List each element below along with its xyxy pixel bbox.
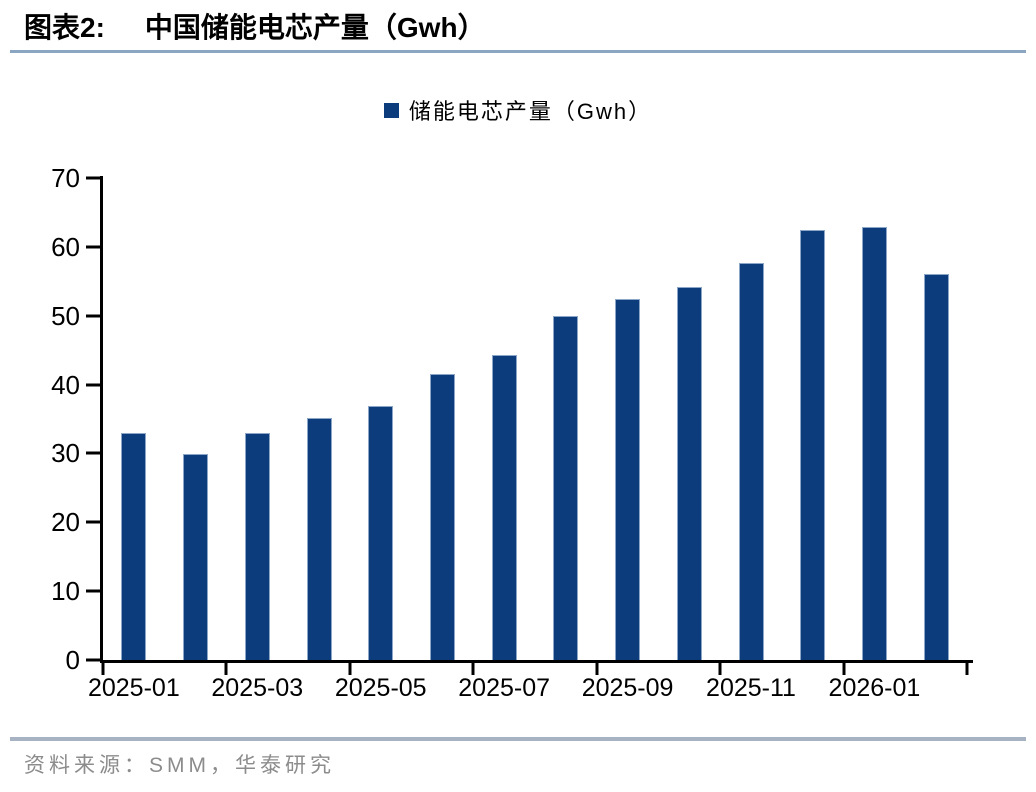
bar-slot bbox=[905, 178, 967, 660]
chart-legend: 储能电芯产量（Gwh） bbox=[0, 94, 1036, 126]
y-tick-mark bbox=[86, 245, 100, 249]
x-tick-mark bbox=[224, 663, 228, 675]
y-tick-label: 40 bbox=[51, 369, 80, 400]
bar-2026-02 bbox=[923, 274, 949, 660]
y-tick-label: 30 bbox=[51, 438, 80, 469]
y-tick-label: 60 bbox=[51, 231, 80, 262]
bar-slot bbox=[473, 178, 535, 660]
y-tick-mark bbox=[86, 658, 100, 662]
x-tick-label: 2025-07 bbox=[458, 674, 551, 702]
x-tick-label: 2025-01 bbox=[87, 674, 180, 702]
y-tick-label: 50 bbox=[51, 300, 80, 331]
y-tick-mark bbox=[86, 589, 100, 593]
source-attribution: 资料来源：SMM，华泰研究 bbox=[24, 754, 335, 777]
bar-slot bbox=[844, 178, 906, 660]
bar-2025-06 bbox=[429, 373, 455, 660]
x-tick-label: 2025-05 bbox=[334, 674, 427, 702]
y-tick-mark bbox=[86, 383, 100, 387]
footer-divider bbox=[10, 737, 1026, 741]
bar-slot bbox=[535, 178, 597, 660]
y-tick-mark bbox=[86, 451, 100, 455]
y-tick-label: 0 bbox=[65, 645, 80, 675]
bars bbox=[103, 178, 967, 660]
bar-slot bbox=[597, 178, 659, 660]
x-tick-label: 2025-09 bbox=[581, 674, 674, 702]
x-tick-mark bbox=[842, 663, 846, 675]
bar-2025-05 bbox=[368, 405, 394, 660]
y-tick-label: 10 bbox=[51, 576, 80, 607]
bar-slot bbox=[350, 178, 412, 660]
x-axis-line bbox=[100, 660, 973, 663]
figure-number: 图表2: bbox=[24, 12, 105, 43]
bar-slot bbox=[288, 178, 350, 660]
y-tick-mark bbox=[86, 314, 100, 318]
y-tick-label: 20 bbox=[51, 507, 80, 538]
plot-area bbox=[86, 176, 973, 675]
y-tick-mark bbox=[86, 520, 100, 524]
y-axis-labels: 0 10 20 30 40 50 60 70 bbox=[0, 165, 80, 673]
x-tick-mark bbox=[965, 663, 969, 675]
bar-2025-11 bbox=[738, 262, 764, 660]
x-tick-mark bbox=[101, 663, 105, 675]
y-tick-label: 70 bbox=[51, 163, 80, 193]
page-title: 图表2: 中国储能电芯产量（Gwh） bbox=[24, 6, 486, 46]
bar-2025-03 bbox=[244, 433, 270, 660]
bar-2025-01 bbox=[121, 433, 147, 660]
bar-2025-04 bbox=[306, 418, 332, 660]
bar-2026-01 bbox=[861, 226, 887, 660]
legend-label: 储能电芯产量（Gwh） bbox=[408, 99, 653, 124]
title-divider bbox=[10, 50, 1026, 53]
bar-slot bbox=[782, 178, 844, 660]
x-tick-label: 2025-03 bbox=[211, 674, 304, 702]
bar-2025-08 bbox=[553, 316, 579, 660]
x-axis-labels: 2025-01 2025-03 2025-05 2025-07 2025-09 2025-… bbox=[88, 673, 967, 707]
bar-slot bbox=[412, 178, 474, 660]
x-tick-mark bbox=[718, 663, 722, 675]
x-tick-label: 2025-11 bbox=[706, 674, 796, 702]
y-tick-mark bbox=[86, 176, 100, 180]
bar-slot bbox=[165, 178, 227, 660]
bar-slot bbox=[658, 178, 720, 660]
bar-2025-07 bbox=[491, 354, 517, 660]
bar-slot bbox=[720, 178, 782, 660]
bar-2025-02 bbox=[183, 454, 209, 660]
y-axis-line bbox=[100, 176, 103, 663]
x-tick-mark bbox=[595, 663, 599, 675]
bar-2025-09 bbox=[615, 298, 641, 660]
x-tick-mark bbox=[348, 663, 352, 675]
bar-2025-10 bbox=[676, 286, 702, 660]
legend-swatch-icon bbox=[383, 102, 399, 118]
bar-2025-12 bbox=[800, 230, 826, 660]
bar-slot bbox=[226, 178, 288, 660]
bar-slot bbox=[103, 178, 165, 660]
x-tick-mark bbox=[471, 663, 475, 675]
x-tick-label: 2026-01 bbox=[828, 674, 921, 702]
figure-title: 中国储能电芯产量（Gwh） bbox=[144, 12, 486, 43]
